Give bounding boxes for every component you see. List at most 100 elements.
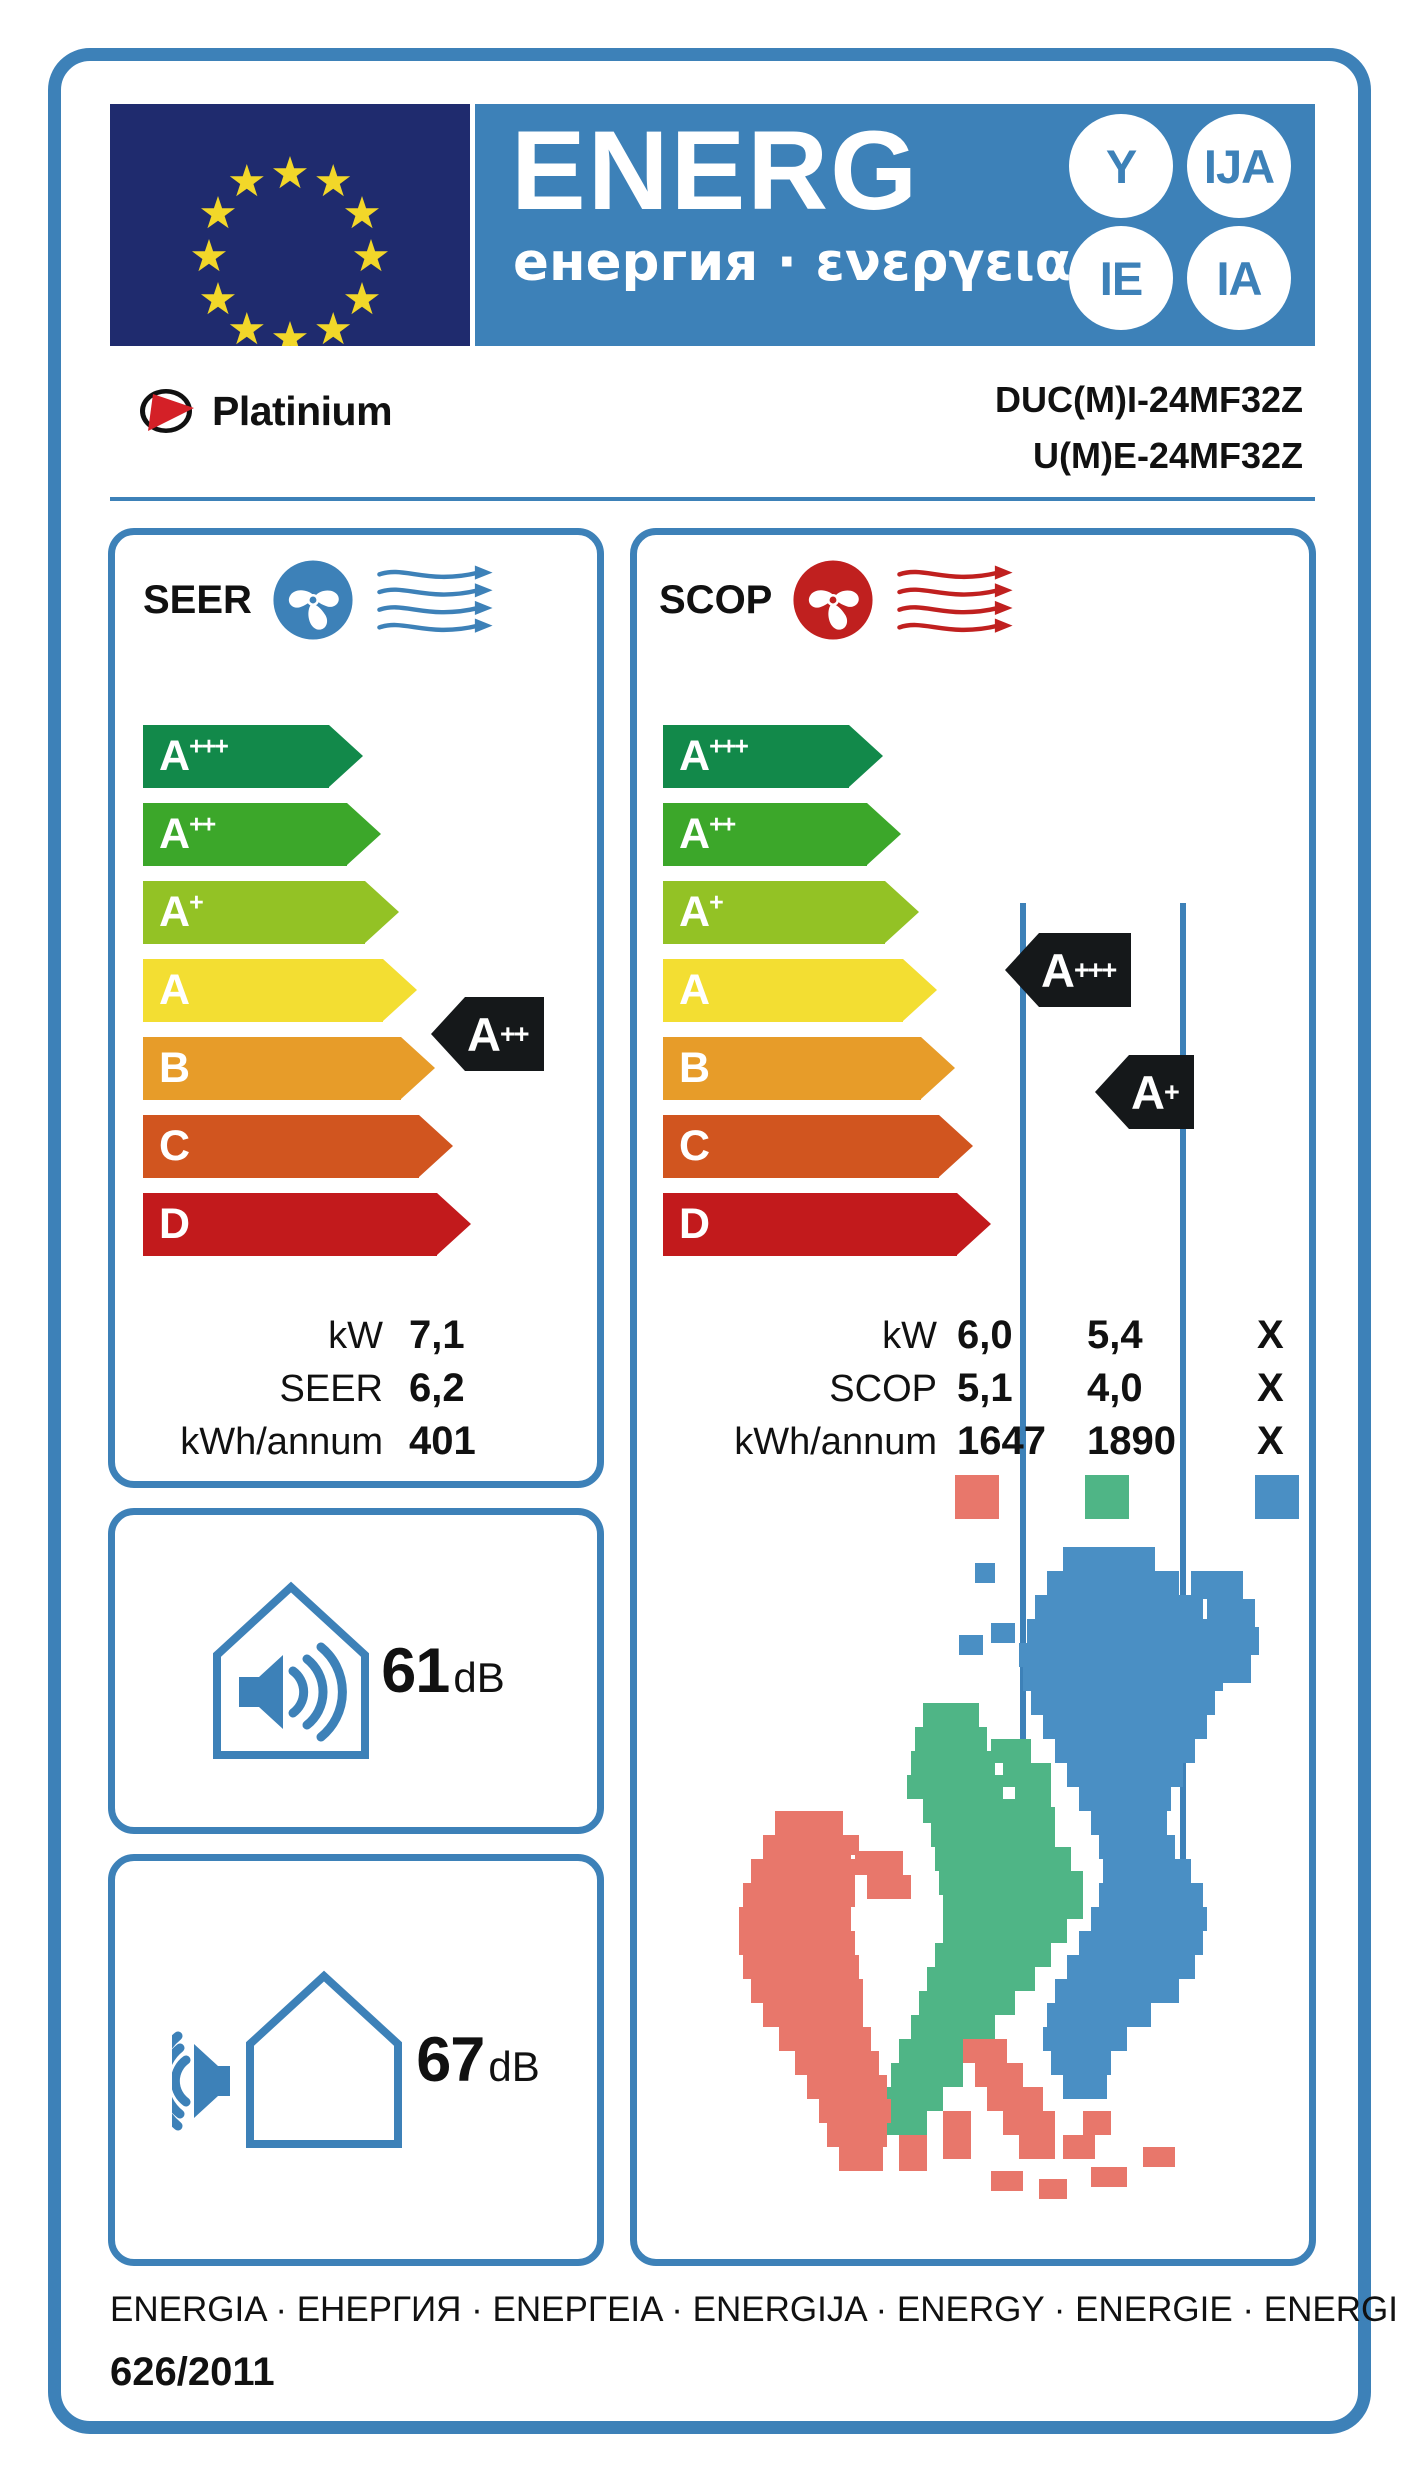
arrow-body	[143, 803, 347, 866]
class-label: B	[679, 1044, 710, 1092]
suffix-circle-ie: IE	[1069, 226, 1173, 330]
seer-class-scale: A+++ A++ A+ A B C D	[143, 725, 471, 1271]
outdoor-noise-content: 67dB	[115, 1861, 597, 2259]
scop-rated-class-colder: A +	[1095, 1055, 1194, 1129]
map-zone-colder	[959, 1547, 1259, 2099]
class-arrow-aplusplus: A++	[143, 803, 381, 866]
scop-row-value-1: 1647	[957, 1419, 1046, 1463]
seer-table-row: kW 7,1	[115, 1313, 597, 1366]
seer-table-row: SEER 6,2	[115, 1366, 597, 1419]
seer-row-value: 401	[409, 1419, 476, 1463]
arrow-tip-icon	[329, 725, 363, 787]
energ-wordmark: ENERG	[511, 108, 920, 233]
map-zone-warmer	[739, 1811, 1175, 2199]
scop-row-value-2: 1890	[1087, 1419, 1176, 1463]
seer-rated-class-value: A ++	[465, 997, 544, 1071]
scop-table-row: SCOP 5,1 4,0 X	[637, 1366, 1309, 1419]
class-arrow-d: D	[663, 1193, 991, 1256]
scop-panel: SCOP	[630, 528, 1316, 2266]
class-arrow-aplusplusplus: A+++	[143, 725, 363, 788]
seer-data-table: kW 7,1 SEER 6,2 kWh/annum 401	[115, 1313, 597, 1472]
arrow-body	[663, 1115, 939, 1178]
platinium-logo-icon	[140, 389, 194, 433]
europe-climate-zone-map	[671, 1535, 1295, 2235]
scop-column-divider-2	[1180, 903, 1186, 1913]
class-arrow-b: B	[663, 1037, 955, 1100]
arrow-body	[663, 1193, 957, 1256]
climate-swatch-row	[637, 1475, 1309, 1519]
brand-model-row: Platinium DUC(M)I-24MF32Z U(M)E-24MF32Z	[110, 372, 1315, 484]
indoor-noise-reading: 61dB	[381, 1635, 504, 1707]
indoor-noise-unit: dB	[453, 1654, 505, 1701]
class-arrow-a: A	[143, 959, 417, 1022]
arrow-tip-icon	[849, 725, 883, 787]
outdoor-noise-reading: 67dB	[416, 2024, 539, 2096]
seer-panel: SEER	[108, 528, 604, 1488]
pointer-tip-icon	[1095, 1055, 1129, 1129]
arrow-body	[663, 881, 885, 944]
outdoor-sound-level-icon	[172, 1970, 403, 2148]
class-arrow-aplus: A+	[663, 881, 919, 944]
eu-flag-icon	[110, 104, 470, 346]
scop-row-label: SCOP	[829, 1368, 937, 1410]
suffix-circle-ia: IA	[1187, 226, 1291, 330]
scop-class-scale: A+++ A++ A+ A B C D	[663, 725, 991, 1271]
indoor-noise-content: 61dB	[115, 1515, 597, 1827]
cooling-fan-icon	[273, 560, 353, 640]
arrow-body	[663, 1037, 921, 1100]
regulation-number: 626/2011	[110, 2350, 275, 2394]
indoor-noise-panel: 61dB	[108, 1508, 604, 1834]
swatch-slot	[1209, 1475, 1309, 1519]
arrow-body	[663, 725, 849, 788]
heating-fan-icon	[793, 560, 873, 640]
arrow-tip-icon	[347, 803, 381, 865]
scop-row-value-2: 5,4	[1087, 1313, 1143, 1357]
swatch-slot	[937, 1475, 1049, 1519]
scop-title: SCOP	[659, 577, 773, 622]
indoor-sound-level-icon	[213, 1581, 370, 1759]
arrow-tip-icon	[383, 959, 417, 1021]
climate-swatch-colder	[1255, 1475, 1299, 1519]
class-label: A+	[159, 888, 204, 936]
model-numbers: DUC(M)I-24MF32Z U(M)E-24MF32Z	[995, 372, 1303, 484]
indoor-noise-value: 61	[381, 1636, 450, 1706]
seer-row-label: SEER	[279, 1368, 383, 1410]
model-outdoor: U(M)E-24MF32Z	[1032, 434, 1303, 476]
class-arrow-aplusplusplus: A+++	[663, 725, 883, 788]
pointer-tip-icon	[431, 997, 465, 1071]
scop-rated-class-average-value: A +++	[1039, 933, 1132, 1007]
seer-row-value: 6,2	[409, 1366, 465, 1410]
energ-subtitle: енергия · ενεργεια	[513, 232, 1072, 293]
suffix-circle-y: Y	[1069, 114, 1173, 218]
class-label: A	[679, 966, 710, 1014]
climate-swatch-warmer	[955, 1475, 999, 1519]
arrow-tip-icon	[885, 881, 919, 943]
seer-panel-header: SEER	[115, 557, 597, 643]
scop-rated-class-average: A +++	[1005, 933, 1132, 1007]
brand-group: Platinium	[138, 384, 393, 438]
arrow-tip-icon	[939, 1115, 973, 1177]
label-header: ENERG енергия · ενεργεια Y IJA IE IA	[110, 104, 1315, 346]
scop-table-row: kW 6,0 5,4 X	[637, 1313, 1309, 1366]
brand-name: Platinium	[212, 387, 393, 434]
climate-swatch-average	[1085, 1475, 1129, 1519]
class-label: C	[159, 1122, 190, 1170]
arrow-body	[663, 803, 867, 866]
scop-row-value-2: 4,0	[1087, 1366, 1143, 1410]
arrow-tip-icon	[401, 1037, 435, 1099]
arrow-tip-icon	[419, 1115, 453, 1177]
seer-row-label: kW	[328, 1315, 383, 1357]
model-indoor: DUC(M)I-24MF32Z	[994, 379, 1303, 420]
scop-row-value-3: X	[1257, 1366, 1284, 1410]
seer-rated-class-pointer: A ++	[431, 997, 544, 1071]
seer-title: SEER	[143, 577, 252, 622]
arrow-body	[143, 1037, 401, 1100]
outdoor-noise-unit: dB	[488, 2043, 540, 2090]
class-arrow-c: C	[663, 1115, 973, 1178]
seer-row-value: 7,1	[409, 1313, 465, 1357]
scop-row-value-1: 5,1	[957, 1366, 1013, 1410]
class-label: D	[679, 1200, 710, 1248]
outdoor-noise-panel: 67dB	[108, 1854, 604, 2266]
seer-row-label: kWh/annum	[180, 1421, 383, 1463]
